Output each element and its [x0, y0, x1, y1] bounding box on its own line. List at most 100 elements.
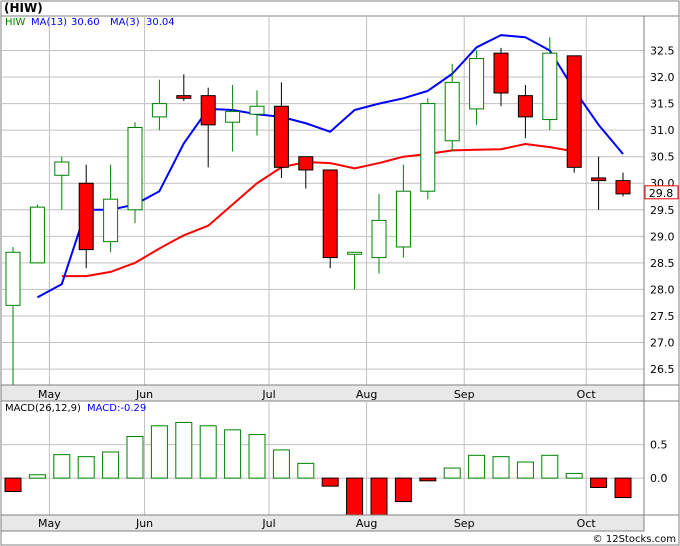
macd-bar-positive [77, 456, 95, 479]
macd-bar-positive [248, 434, 266, 479]
candle [347, 251, 363, 290]
candle-body-down [615, 180, 631, 195]
legend-ma13-value: 30.60 [71, 17, 100, 28]
legend-ma3-value: 30.04 [146, 17, 175, 28]
candle-body-up [444, 81, 460, 142]
macd-bar-positive [150, 425, 168, 479]
macd-x-tick-label: Oct [577, 517, 597, 530]
macd-bar-negative [370, 477, 388, 519]
candle [322, 169, 338, 269]
price-y-tick-label: 30.5 [650, 151, 675, 164]
macd-x-tick-label: Sep [454, 517, 475, 530]
candle-body-down [176, 95, 192, 99]
price-y-tick-label: 31.5 [650, 98, 675, 111]
candle [151, 79, 167, 131]
macd-x-tick-label: May [38, 517, 61, 530]
macd-bar-negative [614, 477, 632, 499]
candle-body-up [420, 103, 436, 192]
macd-bar-positive [272, 449, 290, 479]
macd-x-tick-label: Jun [135, 517, 153, 530]
price-panel: 32.532.031.531.030.530.029.529.028.528.0… [0, 1, 680, 386]
ma3-line [61, 142, 575, 278]
price-x-tick-label: Jun [135, 388, 153, 401]
candle [176, 74, 192, 101]
macd-bar-positive [199, 425, 217, 479]
macd-bar-negative [590, 477, 608, 489]
macd-bar-positive [175, 421, 193, 479]
watermark: © 12Stocks.com [593, 534, 676, 545]
candle [566, 55, 582, 173]
candle [298, 156, 314, 189]
candle-body-down [78, 182, 94, 251]
macd-bar-positive [565, 472, 583, 479]
price-y-axis [643, 15, 680, 386]
price-x-tick-label: Sep [454, 388, 475, 401]
macd-value: MACD:-0.29 [87, 403, 146, 414]
macd-title: MACD(26,12,9) [5, 403, 81, 414]
last-price-badge: 29.8 [644, 185, 679, 200]
price-x-tick-label: Jul [261, 388, 275, 401]
price-y-tick-label: 32.0 [650, 71, 675, 84]
price-y-tick-label: 29.0 [650, 230, 675, 243]
macd-bar-negative [346, 477, 364, 516]
candle [273, 82, 289, 178]
candle-body-up [395, 190, 411, 248]
macd-y-tick-label: 0.5 [650, 439, 668, 452]
macd-bar-positive [102, 451, 120, 479]
macd-bar-positive [53, 454, 71, 479]
candle-body-up [371, 219, 387, 259]
candle [29, 204, 45, 264]
price-y-tick-label: 32.5 [650, 45, 675, 58]
price-x-axis [0, 384, 645, 402]
candle-body-down [566, 55, 582, 168]
candle [371, 193, 387, 274]
legend-ma3-label: MA(3) [110, 17, 140, 28]
candle [225, 85, 241, 152]
price-x-tick-label: Oct [577, 388, 597, 401]
candle-body-down [517, 95, 533, 118]
candle-body-up [5, 251, 21, 306]
candle [103, 164, 119, 253]
candle-body-down [591, 177, 607, 182]
macd-bar-positive [224, 429, 242, 479]
macd-bar-positive [28, 474, 46, 479]
candle-body-up [127, 126, 143, 211]
macd-bar-negative [394, 477, 412, 503]
macd-bar-positive [541, 454, 559, 479]
candle-body-up [347, 251, 363, 255]
macd-bar-negative [321, 477, 339, 487]
candle [200, 87, 216, 168]
candle [444, 63, 460, 152]
price-y-tick-label: 28.5 [650, 257, 675, 270]
price-y-tick-label: 27.0 [650, 337, 675, 350]
macd-bar-negative [419, 477, 437, 482]
candle-body-up [151, 103, 167, 118]
candle [469, 50, 485, 125]
legend-hiw: HIW [5, 17, 25, 28]
candle [249, 90, 265, 136]
candle [591, 156, 607, 210]
macd-y-tick-label: 0.0 [650, 472, 668, 485]
candle [615, 172, 631, 197]
candle-body-up [249, 105, 265, 115]
candle-body-up [469, 57, 485, 110]
candle [78, 164, 94, 269]
price-y-tick-label: 29.5 [650, 204, 675, 217]
candle [542, 37, 558, 131]
candle-body-up [542, 52, 558, 121]
candle-body-up [54, 161, 70, 176]
candle [5, 246, 21, 385]
macd-y-axis [643, 400, 680, 516]
candle-body-down [273, 105, 289, 168]
candle [54, 156, 70, 210]
macd-x-tick-label: Aug [356, 517, 377, 530]
candle [420, 98, 436, 200]
macd-bar-positive [443, 467, 461, 479]
ticker-title: (HIW) [4, 1, 43, 15]
macd-bar-negative [4, 477, 22, 493]
candle [493, 47, 509, 107]
price-x-tick-label: May [38, 388, 61, 401]
macd-bar-positive [297, 462, 315, 479]
macd-bar-positive [468, 454, 486, 479]
